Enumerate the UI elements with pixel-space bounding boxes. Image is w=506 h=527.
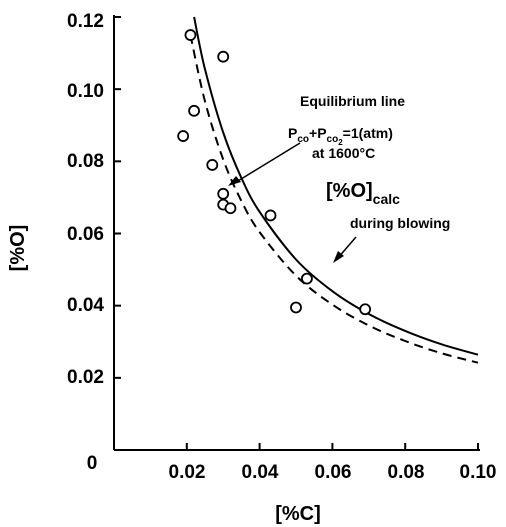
- x-tick-label-0.04: 0.04: [242, 462, 279, 483]
- y-tick-label-0.12: 0.12: [67, 11, 104, 32]
- data-point-9: [290, 301, 302, 314]
- y-tick-marks: [114, 16, 121, 379]
- calc-oxygen-label: [%O]calc: [326, 180, 400, 207]
- y-tick-label-0.02: 0.02: [67, 367, 104, 388]
- data-point-10: [301, 272, 313, 285]
- data-point-1: [184, 29, 197, 41]
- y-tick-label-0.04: 0.04: [67, 295, 104, 316]
- data-points: [177, 29, 372, 316]
- equilibrium-arrowhead: [228, 176, 241, 186]
- data-point-6: [217, 50, 230, 63]
- y-axis-label: [%O]: [7, 225, 29, 272]
- data-point-0: [177, 130, 190, 142]
- x-axis-label: [%C]: [275, 503, 321, 525]
- origin-label: 0: [87, 453, 98, 474]
- x-tick-label-0.02: 0.02: [169, 462, 206, 483]
- data-point-8: [264, 209, 277, 222]
- equilibrium-temperature-label: at 1600°C: [312, 145, 375, 161]
- data-point-5: [217, 187, 230, 200]
- y-tick-label-0.08: 0.08: [67, 151, 104, 172]
- equilibrium-label: Equilibrium line: [300, 93, 405, 109]
- x-tick-label-0.08: 0.08: [388, 462, 425, 483]
- equilibrium-arrow: [232, 142, 301, 185]
- y-tick-label-0.06: 0.06: [67, 224, 104, 245]
- calc-oxygen-curve: [193, 16, 479, 356]
- data-point-11: [359, 303, 372, 316]
- equilibrium-curve: [189, 34, 479, 364]
- data-point-3: [206, 159, 219, 171]
- x-tick-label-0.06: 0.06: [315, 462, 352, 483]
- data-point-7: [224, 202, 237, 215]
- calc-arrowhead: [333, 251, 344, 263]
- x-tick-label-0.10: 0.10: [460, 462, 497, 483]
- data-point-2: [188, 104, 200, 117]
- y-tick-label-0.10: 0.10: [67, 81, 104, 102]
- calc-during-blowing-label: during blowing: [350, 215, 450, 231]
- equilibrium-pressure-label: Pco+Pco2=1(atm): [288, 125, 393, 147]
- x-tick-marks: [185, 443, 479, 450]
